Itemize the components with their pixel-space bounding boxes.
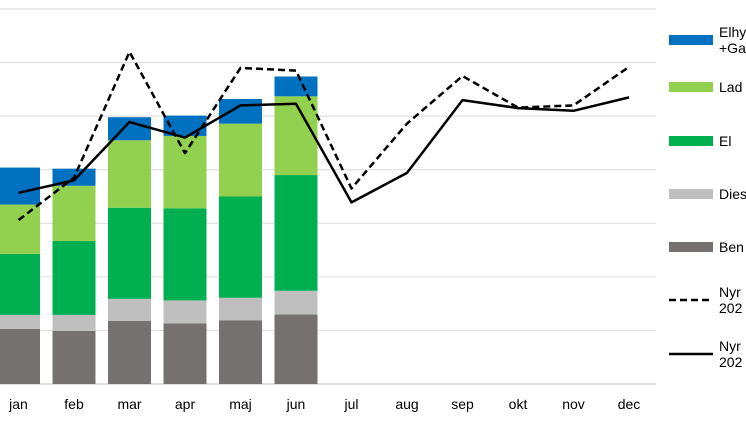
bar-segment (108, 320, 151, 384)
bar-segment (163, 135, 207, 209)
legend-swatch (669, 189, 713, 199)
bar-segment (52, 314, 96, 331)
bars (0, 76, 318, 384)
legend-label: Elhy +Ga (719, 24, 746, 56)
bar-segment (219, 123, 262, 197)
x-tick-label: jan (8, 396, 28, 412)
line-series-dashed (17, 50, 630, 222)
legend-item: Nyr 202 (669, 338, 743, 370)
legend-label: Lad (719, 79, 742, 95)
x-tick-label: jul (343, 396, 358, 412)
legend-swatch (669, 35, 713, 45)
x-tick-label: feb (64, 396, 84, 412)
legend-label-line: 202 (719, 354, 743, 370)
legend-label: Nyr 202 (719, 338, 743, 370)
bar-segment (219, 196, 262, 298)
bar-segment (163, 208, 207, 301)
legend-label-line: Elhy (719, 24, 746, 40)
bar-segment (0, 253, 40, 315)
legend-label-line: Nyr (719, 338, 741, 354)
bar-segment (274, 314, 318, 384)
bar-segment (0, 204, 40, 254)
x-tick-label: mar (117, 396, 141, 412)
legend-label-line: +Ga (719, 40, 746, 56)
bar-segment (163, 300, 207, 324)
x-tick-label: aug (395, 396, 418, 412)
x-tick-label: sep (451, 396, 474, 412)
bar-segment (219, 320, 262, 384)
x-tick-label: maj (229, 396, 252, 412)
legend-item: Elhy +Ga (669, 24, 746, 56)
legend-label-line: El (719, 133, 731, 149)
bar-segment (108, 207, 151, 299)
legend-label: Nyr 202 (719, 284, 743, 316)
bar-segment (219, 297, 262, 321)
bar-segment (52, 240, 96, 315)
x-tick-label: jun (286, 396, 306, 412)
bar-segment (274, 76, 318, 97)
bar-segment (274, 96, 318, 176)
x-tick-label: okt (509, 396, 528, 412)
bar-segment (274, 290, 318, 315)
legend-label-line: Nyr (719, 284, 741, 300)
legend-swatch (669, 136, 713, 146)
legend-item: Dies (669, 186, 746, 202)
legend-item: Nyr 202 (669, 284, 743, 316)
bar-segment (0, 314, 40, 329)
x-axis: jan feb mar apr maj jun jul aug sep okt nov dec (8, 396, 640, 412)
bar-segment (0, 328, 40, 384)
legend-label: Ben (719, 239, 744, 255)
legend-item: El (669, 133, 731, 149)
bar-segment (52, 185, 96, 241)
bar-segment (163, 323, 207, 384)
bar-segment (108, 140, 151, 208)
legend-label: Dies (719, 186, 746, 202)
lines (17, 50, 630, 222)
legend-label-line: Ben (719, 239, 744, 255)
legend-swatch (669, 242, 713, 252)
legend-label-line: Lad (719, 79, 742, 95)
bar-segment (108, 298, 151, 321)
x-tick-label: nov (562, 396, 585, 412)
bar-segment (52, 330, 96, 384)
line-series-solid (18, 96, 630, 204)
legend-swatch (669, 82, 713, 92)
x-tick-label: dec (618, 396, 641, 412)
bar-segment (274, 175, 318, 291)
bar-segment (219, 99, 262, 124)
legend-item: Ben (669, 239, 744, 255)
bar-segment (0, 167, 40, 205)
legend-label: El (719, 133, 731, 149)
gridlines (0, 8, 656, 385)
legend-item: Lad (669, 79, 742, 95)
legend-label-line: Dies (719, 186, 746, 202)
x-tick-label: apr (175, 396, 196, 412)
legend-label-line: 202 (719, 300, 743, 316)
